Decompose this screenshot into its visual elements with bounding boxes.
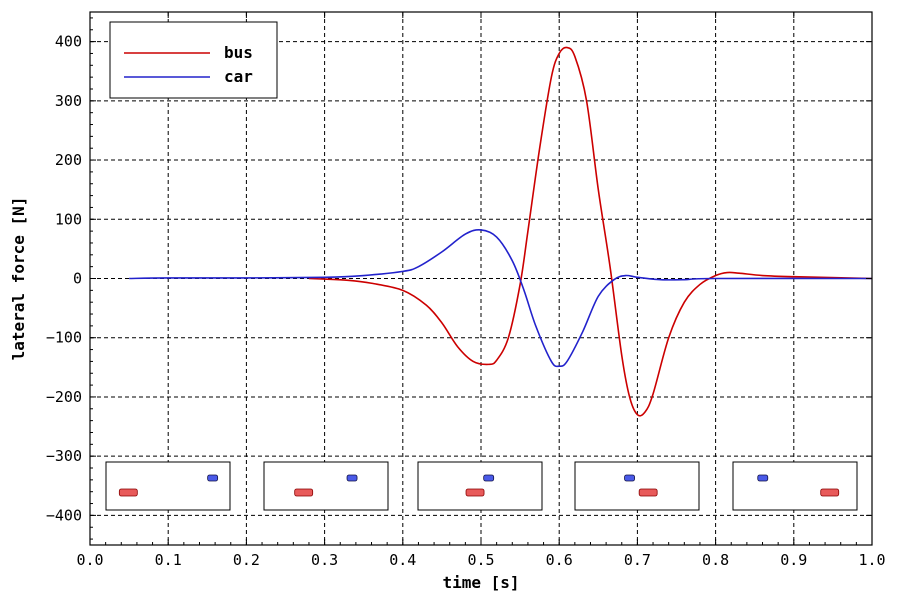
- x-tick-label: 0.6: [546, 551, 573, 569]
- inset-box: [574, 461, 700, 511]
- inset-car-marker: [757, 474, 769, 482]
- inset-box: [417, 461, 543, 511]
- inset-car-marker: [483, 474, 495, 482]
- y-tick-label: −400: [46, 506, 82, 524]
- y-axis-label: lateral force [N]: [9, 197, 28, 361]
- legend-label-bus: bus: [224, 43, 253, 62]
- x-tick-label: 0.2: [233, 551, 260, 569]
- legend: bus car: [109, 21, 278, 99]
- axis-ticks: 0.0 0.1 0.2 0.3 0.4 0.5 0.6 0.7 0.8 0.9 1.0 −400 −30…: [46, 12, 886, 569]
- x-tick-label: 0.3: [311, 551, 338, 569]
- series-line-bus: [308, 46, 873, 417]
- x-tick-label: 0.8: [702, 551, 729, 569]
- inset-bus-marker: [465, 488, 485, 497]
- inset-box: [105, 461, 231, 511]
- inset-bus-marker: [820, 488, 840, 497]
- series-lines: [129, 46, 873, 417]
- y-tick-label: 400: [55, 33, 82, 51]
- legend-label-car: car: [224, 67, 253, 86]
- y-tick-label: 300: [55, 92, 82, 110]
- inset-car-marker: [346, 474, 358, 482]
- y-tick-label: 200: [55, 151, 82, 169]
- x-tick-label: 0.0: [76, 551, 103, 569]
- x-tick-label: 1.0: [858, 551, 885, 569]
- inset-box: [263, 461, 389, 511]
- x-tick-label: 0.4: [389, 551, 416, 569]
- inset-bus-marker: [118, 488, 138, 497]
- inset-bus-marker: [294, 488, 314, 497]
- inset-bus-marker: [638, 488, 658, 497]
- inset-car-marker: [624, 474, 635, 482]
- legend-box: [109, 21, 278, 99]
- x-tick-label: 0.7: [624, 551, 651, 569]
- y-tick-label: −300: [46, 447, 82, 465]
- y-tick-label: 100: [55, 210, 82, 228]
- x-tick-label: 0.5: [467, 551, 494, 569]
- inset-box: [732, 461, 858, 511]
- y-tick-label: −100: [46, 329, 82, 347]
- y-tick-label: 0: [73, 270, 82, 288]
- x-tick-label: 0.1: [155, 551, 182, 569]
- x-axis-label: time [s]: [442, 573, 519, 592]
- series-line-car: [129, 229, 873, 368]
- vehicle-position-insets: [105, 461, 858, 511]
- x-tick-label: 0.9: [780, 551, 807, 569]
- inset-car-marker: [207, 474, 219, 482]
- y-tick-label: −200: [46, 388, 82, 406]
